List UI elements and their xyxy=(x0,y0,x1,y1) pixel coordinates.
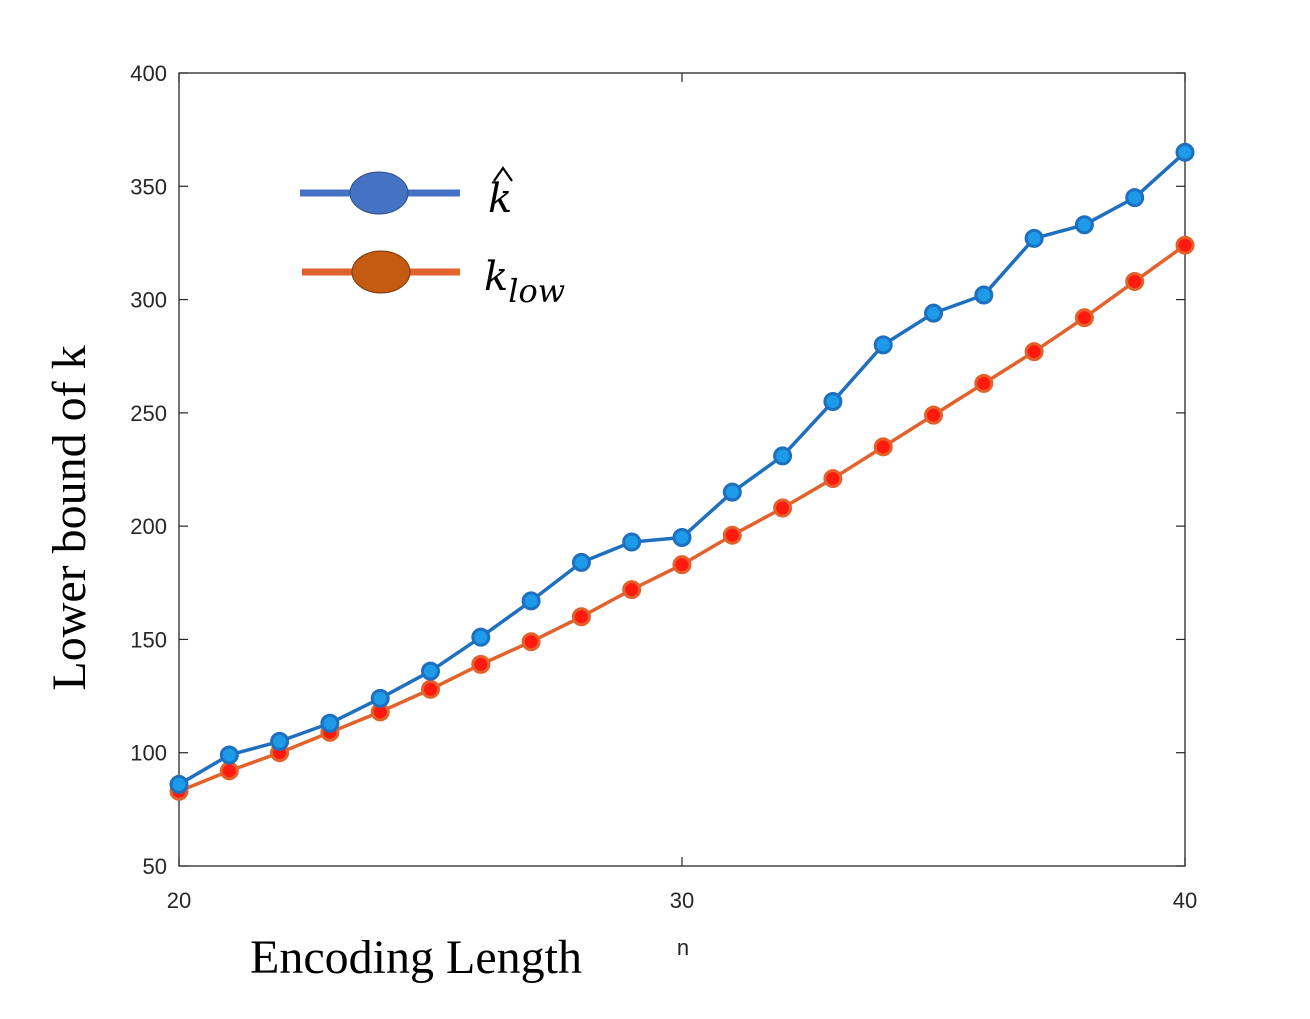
y-axis-label: Lower bound of k xyxy=(43,345,96,690)
data-point-k-low xyxy=(571,607,591,627)
data-point-k-low xyxy=(823,469,843,489)
data-point-k-hat xyxy=(270,731,290,751)
series-layer xyxy=(169,142,1195,801)
data-point-k-hat xyxy=(370,688,390,708)
data-point-k-low xyxy=(672,555,692,575)
data-point-k-low xyxy=(1125,271,1145,291)
data-point-k-hat xyxy=(1024,228,1044,248)
series-k-hat xyxy=(169,142,1195,794)
data-point-k-hat xyxy=(571,552,591,572)
data-point-k-low xyxy=(974,373,994,393)
y-tick-label: 400 xyxy=(130,61,167,86)
data-point-k-hat xyxy=(219,745,239,765)
data-point-k-hat xyxy=(1074,215,1094,235)
y-tick-label: 100 xyxy=(130,741,167,766)
data-point-k-hat xyxy=(924,303,943,323)
y-tick-label: 200 xyxy=(130,514,167,539)
data-point-k-low xyxy=(924,405,943,425)
y-tick-label: 150 xyxy=(130,627,167,652)
data-point-k-hat xyxy=(622,532,642,552)
data-point-k-low xyxy=(873,437,893,457)
data-point-k-hat xyxy=(722,482,742,502)
data-point-k-low xyxy=(1074,308,1094,328)
legend-marker-k-low xyxy=(351,250,411,294)
data-point-k-hat xyxy=(1125,188,1145,208)
x-axis-label: Encoding Length xyxy=(250,931,582,984)
x-tick-label: 20 xyxy=(167,888,191,913)
data-point-k-low xyxy=(421,679,440,699)
data-point-k-hat xyxy=(1175,142,1195,162)
data-point-k-low xyxy=(521,632,541,652)
y-tick-label: 300 xyxy=(130,288,167,313)
x-tick-label: 30 xyxy=(670,888,694,913)
data-point-k-low xyxy=(471,654,491,674)
data-point-k-hat xyxy=(320,713,340,733)
legend-hat-accent xyxy=(493,166,513,182)
legend: k klow xyxy=(300,166,565,310)
y-tick-label: 50 xyxy=(143,854,167,879)
legend-label-k-low: klow xyxy=(484,254,565,310)
data-point-k-hat xyxy=(823,392,843,412)
legend-label-k-hat: k xyxy=(488,176,512,222)
data-point-k-low xyxy=(722,525,742,545)
data-point-k-hat xyxy=(974,285,994,305)
legend-entry-k-low: klow xyxy=(302,250,565,310)
legend-label-k-low-subscript: low xyxy=(508,272,565,310)
data-point-k-hat xyxy=(169,774,189,794)
data-point-k-low xyxy=(773,498,793,518)
legend-label-k-low-base: k xyxy=(484,254,508,300)
data-point-k-low xyxy=(622,580,642,600)
data-point-k-low xyxy=(1024,342,1044,362)
data-point-k-hat xyxy=(672,527,692,547)
data-point-k-hat xyxy=(873,335,893,355)
data-point-k-hat xyxy=(421,661,440,681)
axis-ticks: 50 100 150 200 250 300 350 400 20 30 40 xyxy=(130,61,1197,913)
data-point-k-hat xyxy=(521,591,541,611)
y-tick-label: 350 xyxy=(130,174,167,199)
y-tick-label: 250 xyxy=(130,401,167,426)
legend-entry-k-hat: k xyxy=(300,166,513,222)
plot-area xyxy=(178,72,1186,867)
x-tick-label: 40 xyxy=(1173,888,1197,913)
data-point-k-low xyxy=(219,761,239,781)
data-point-k-hat xyxy=(471,627,491,647)
data-point-k-hat xyxy=(773,446,793,466)
data-point-k-low xyxy=(1175,235,1195,255)
legend-marker-k-hat xyxy=(349,171,409,215)
series-k-low xyxy=(169,235,1195,801)
x-axis-secondary-label: n xyxy=(677,935,689,960)
